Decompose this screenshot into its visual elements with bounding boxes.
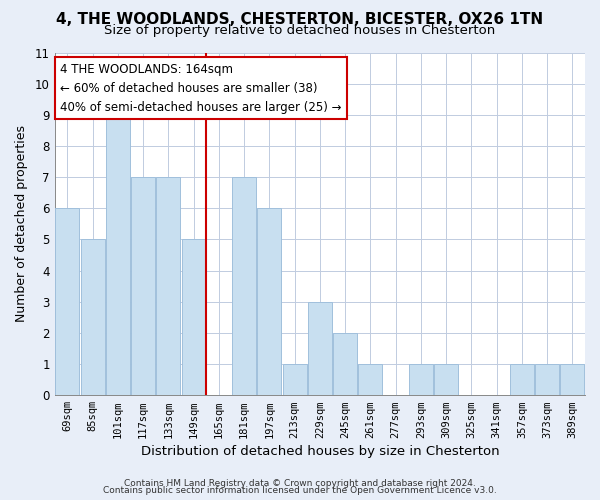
Bar — [157, 177, 181, 395]
Bar — [535, 364, 559, 395]
Bar — [308, 302, 332, 395]
Bar — [80, 240, 104, 395]
Text: 4 THE WOODLANDS: 164sqm
← 60% of detached houses are smaller (38)
40% of semi-de: 4 THE WOODLANDS: 164sqm ← 60% of detache… — [60, 63, 341, 114]
Bar — [257, 208, 281, 395]
Bar — [232, 177, 256, 395]
Y-axis label: Number of detached properties: Number of detached properties — [15, 126, 28, 322]
Bar — [560, 364, 584, 395]
Bar — [434, 364, 458, 395]
Bar — [333, 333, 357, 395]
Bar — [55, 208, 79, 395]
Bar — [358, 364, 382, 395]
Text: Size of property relative to detached houses in Chesterton: Size of property relative to detached ho… — [104, 24, 496, 37]
Text: Contains public sector information licensed under the Open Government Licence v3: Contains public sector information licen… — [103, 486, 497, 495]
Bar — [409, 364, 433, 395]
Text: 4, THE WOODLANDS, CHESTERTON, BICESTER, OX26 1TN: 4, THE WOODLANDS, CHESTERTON, BICESTER, … — [56, 12, 544, 28]
Bar — [510, 364, 534, 395]
X-axis label: Distribution of detached houses by size in Chesterton: Distribution of detached houses by size … — [140, 444, 499, 458]
Bar — [131, 177, 155, 395]
Bar — [283, 364, 307, 395]
Bar — [106, 115, 130, 395]
Bar — [182, 240, 206, 395]
Text: Contains HM Land Registry data © Crown copyright and database right 2024.: Contains HM Land Registry data © Crown c… — [124, 478, 476, 488]
